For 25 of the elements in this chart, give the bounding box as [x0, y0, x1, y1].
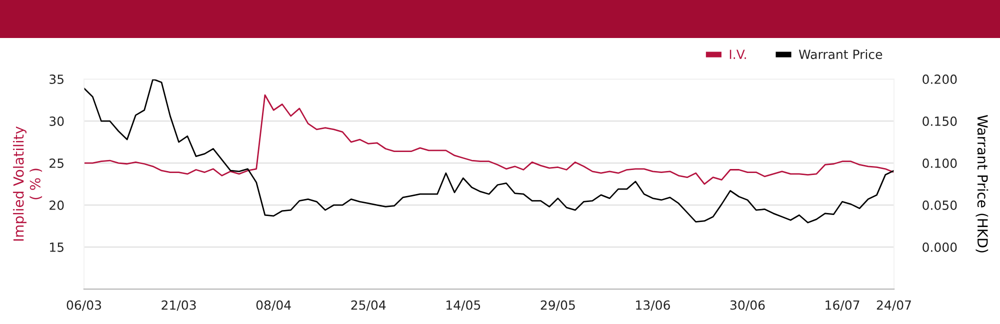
y2-tick-label: 0.000 — [922, 242, 957, 252]
x-tick-label: 24/07 — [876, 300, 911, 311]
x-tick-label: 29/05 — [540, 300, 575, 311]
x-tick-label: 06/03 — [66, 300, 102, 311]
y-axis-title: Implied Volatility ( % ) — [13, 126, 42, 241]
legend-label: I.V. — [730, 50, 746, 59]
y-tick-label: 20 — [50, 200, 64, 210]
x-tick-label: 16/07 — [826, 300, 860, 311]
y2-tick-label: 0.100 — [922, 158, 957, 168]
x-tick-label: 13/06 — [636, 300, 670, 311]
y2-axis-title: Warrant Price (HKD) — [976, 114, 988, 252]
y-tick-label: 15 — [50, 242, 64, 252]
line-series — [84, 94, 894, 185]
x-tick-label: 08/04 — [256, 300, 291, 311]
x-tick-label: 30/06 — [730, 300, 765, 311]
x-tick-label: 21/03 — [162, 300, 196, 311]
x-tick-label: 14/05 — [446, 300, 480, 311]
y-tick-label: 25 — [50, 158, 64, 168]
legend-label: Warrant Price — [798, 49, 882, 60]
x-tick-label: 25/04 — [351, 300, 386, 311]
y2-tick-label: 0.050 — [922, 200, 957, 210]
y-tick-label: 35 — [50, 74, 64, 84]
y-tick-label: 30 — [50, 116, 64, 126]
y2-tick-label: 0.150 — [922, 116, 957, 126]
y2-tick-label: 0.200 — [922, 74, 957, 84]
